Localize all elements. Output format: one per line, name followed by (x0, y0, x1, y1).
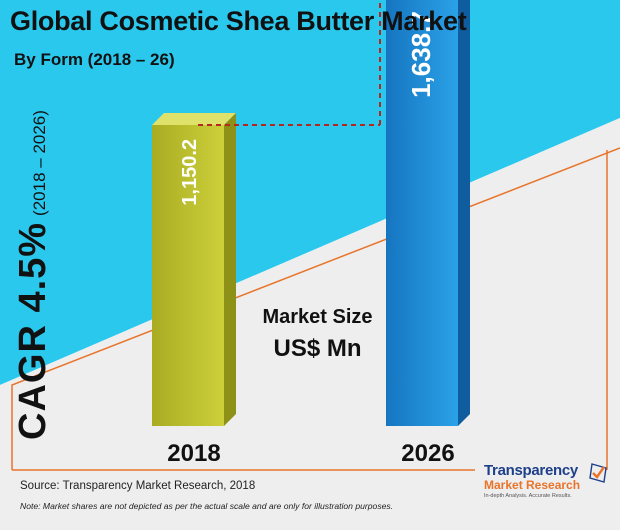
logo-name: Transparency (484, 462, 578, 479)
market-size-line1: Market Size (262, 306, 373, 328)
category-label-2018: 2018 (167, 440, 220, 467)
value-label-2018: 1,150.2 (179, 139, 201, 206)
category-label-2026: 2026 (401, 440, 454, 467)
bar-2018 (152, 124, 224, 426)
source-text: Source: Transparency Market Research, 20… (20, 480, 256, 492)
bar-top-2018 (152, 112, 236, 125)
cagr-value: CAGR 4.5% (12, 221, 54, 440)
chart-subtitle: By Form (2018 – 26) (14, 50, 175, 69)
chart-title: Global Cosmetic Shea Butter Market (10, 6, 467, 36)
tmr-logo: Transparency Market Research In-depth An… (484, 462, 614, 499)
market-size-label: Market Size US$ Mn (250, 306, 385, 363)
logo-name2: Market Research (484, 478, 581, 492)
bars-group: 1,150.2 2018 1,638.7 2026 (152, 0, 470, 467)
cagr-period: (2018 – 2026) (30, 110, 49, 216)
bar-2026 (386, 0, 458, 426)
logo-tagline: In-depth Analysis. Accurate Results. (484, 493, 572, 499)
bar-side-2026 (458, 0, 470, 426)
value-label-2026: 1,638.7 (406, 11, 436, 98)
note-text: Note: Market shares are not depicted as … (20, 501, 394, 511)
growth-arrow (198, 0, 381, 126)
market-size-unit: US$ Mn (273, 335, 362, 362)
bar-side-2018 (224, 112, 236, 426)
logo-check-icon (589, 463, 607, 483)
cagr-label: CAGR 4.5% (2018 – 2026) (12, 110, 55, 440)
